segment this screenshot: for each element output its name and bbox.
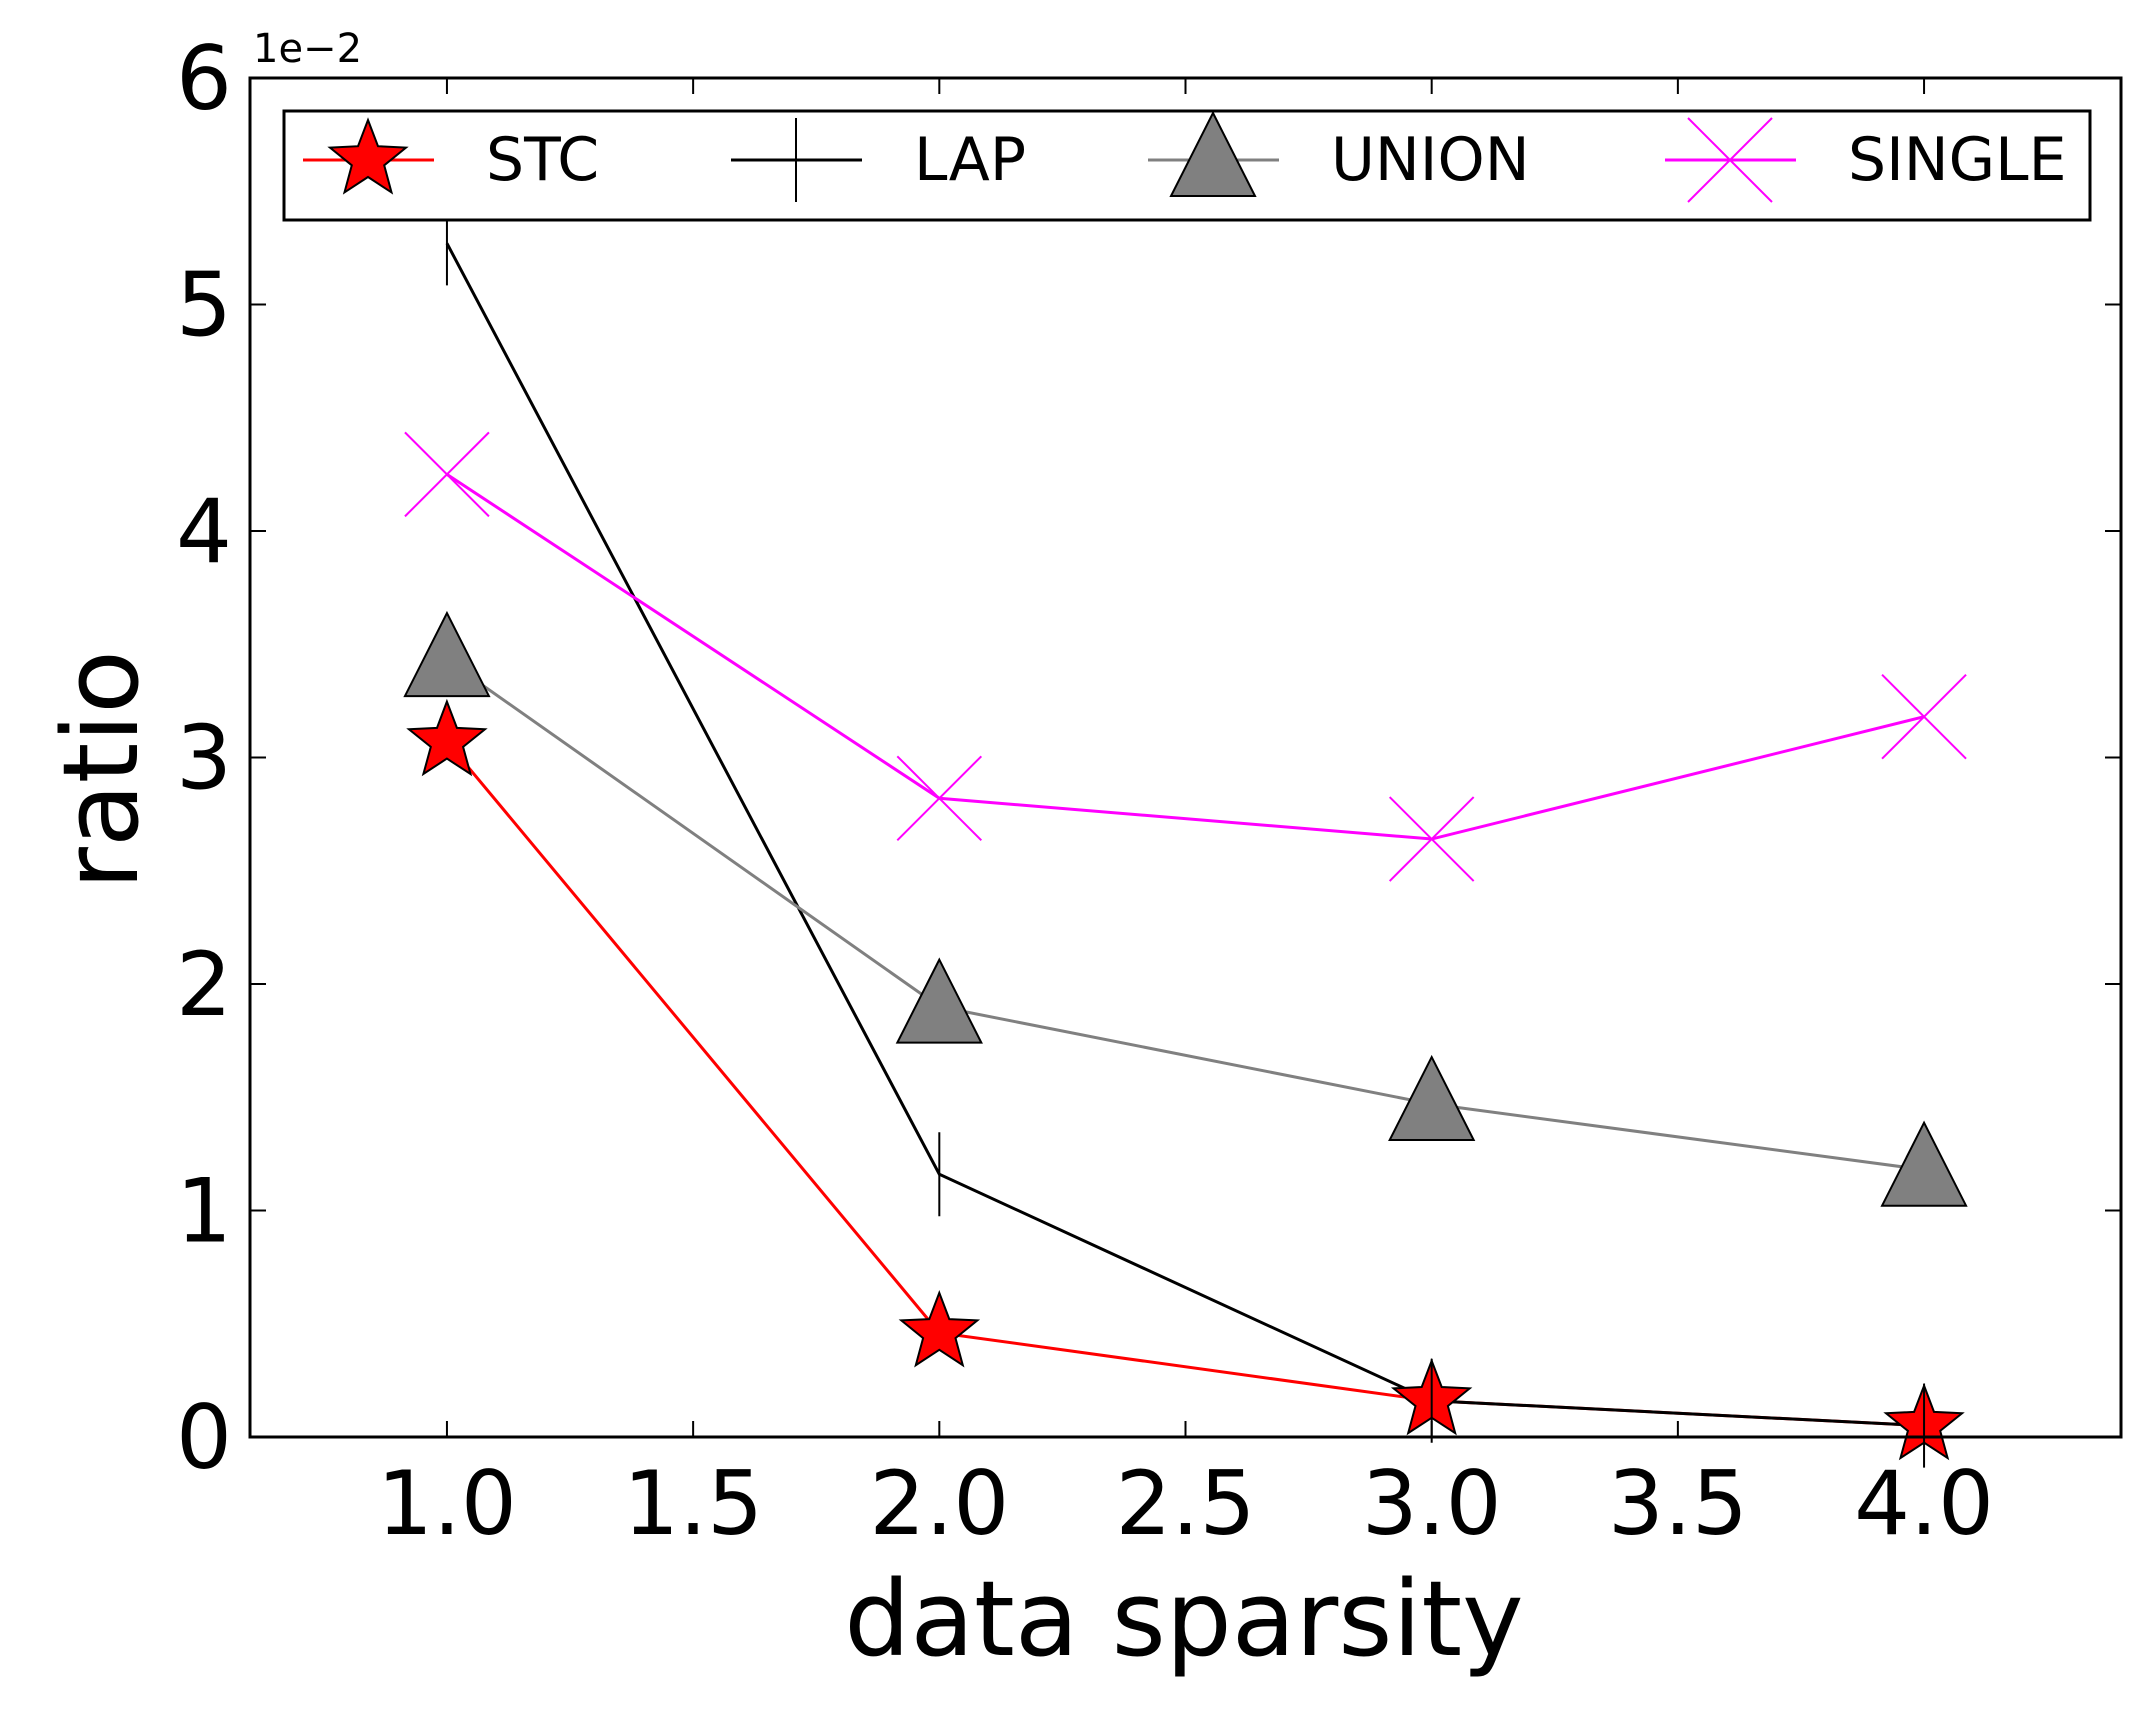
data-point-union [403,610,491,698]
x-tick-labels: 1.0 1.5 2.0 2.5 3.0 3.5 4.0 [377,1452,1994,1555]
x-tick-label: 1.0 [377,1452,517,1555]
series-line-lap [445,242,1925,1428]
x-axis-label: data sparsity [844,1558,1523,1680]
data-markers [403,201,1968,1468]
plot-area-frame [248,76,2123,1439]
legend-item-stc: STC [303,117,599,195]
legend-item-union: UNION [1148,110,1530,197]
legend-item-lap: LAP [731,118,1026,202]
data-point-union [895,957,983,1044]
x-tick-label: 4.0 [1854,1452,1994,1555]
data-point-union [1388,1054,1476,1142]
legend-marker [1169,110,1257,197]
y-scale-label: 1e−2 [253,26,362,72]
series-line-union [446,658,1925,1172]
series-line-stc [445,740,1925,1428]
legend-label: STC [486,125,599,195]
data-point-single [1388,796,1475,882]
y-tick-label: 3 [176,707,232,810]
legend: STC LAP UNION SINGLE [282,109,2092,222]
y-tick-label: 1 [176,1160,232,1263]
data-point-single [404,431,490,518]
data-point-stc [898,1289,981,1368]
y-tick-label: 2 [176,933,232,1036]
y-axis-label: ratio [40,650,162,890]
x-tick-label: 2.0 [869,1452,1009,1555]
legend-label: UNION [1331,125,1530,195]
data-point-single [1881,674,1967,760]
y-tick-label: 4 [176,480,232,583]
x-tick-label: 2.5 [1116,1452,1256,1555]
tick-marks [250,77,2121,1438]
series-lines [445,242,1925,1428]
y-tick-label: 6 [176,27,232,130]
legend-marker [327,117,409,195]
legend-label: LAP [914,125,1026,195]
data-point-stc [406,698,488,777]
legend-item-single: SINGLE [1665,117,2067,203]
data-point-single [896,755,983,841]
y-tick-label: 0 [176,1386,232,1489]
y-tick-label: 5 [176,254,232,357]
series-line-single [446,473,1925,841]
data-point-union [1880,1120,1968,1207]
x-tick-label: 1.5 [623,1452,763,1555]
x-tick-label: 3.5 [1608,1452,1748,1555]
legend-marker [1687,117,1773,203]
y-tick-labels: 0 1 2 3 4 5 6 [176,27,232,1489]
x-tick-label: 3.0 [1362,1452,1502,1555]
legend-label: SINGLE [1848,125,2067,195]
